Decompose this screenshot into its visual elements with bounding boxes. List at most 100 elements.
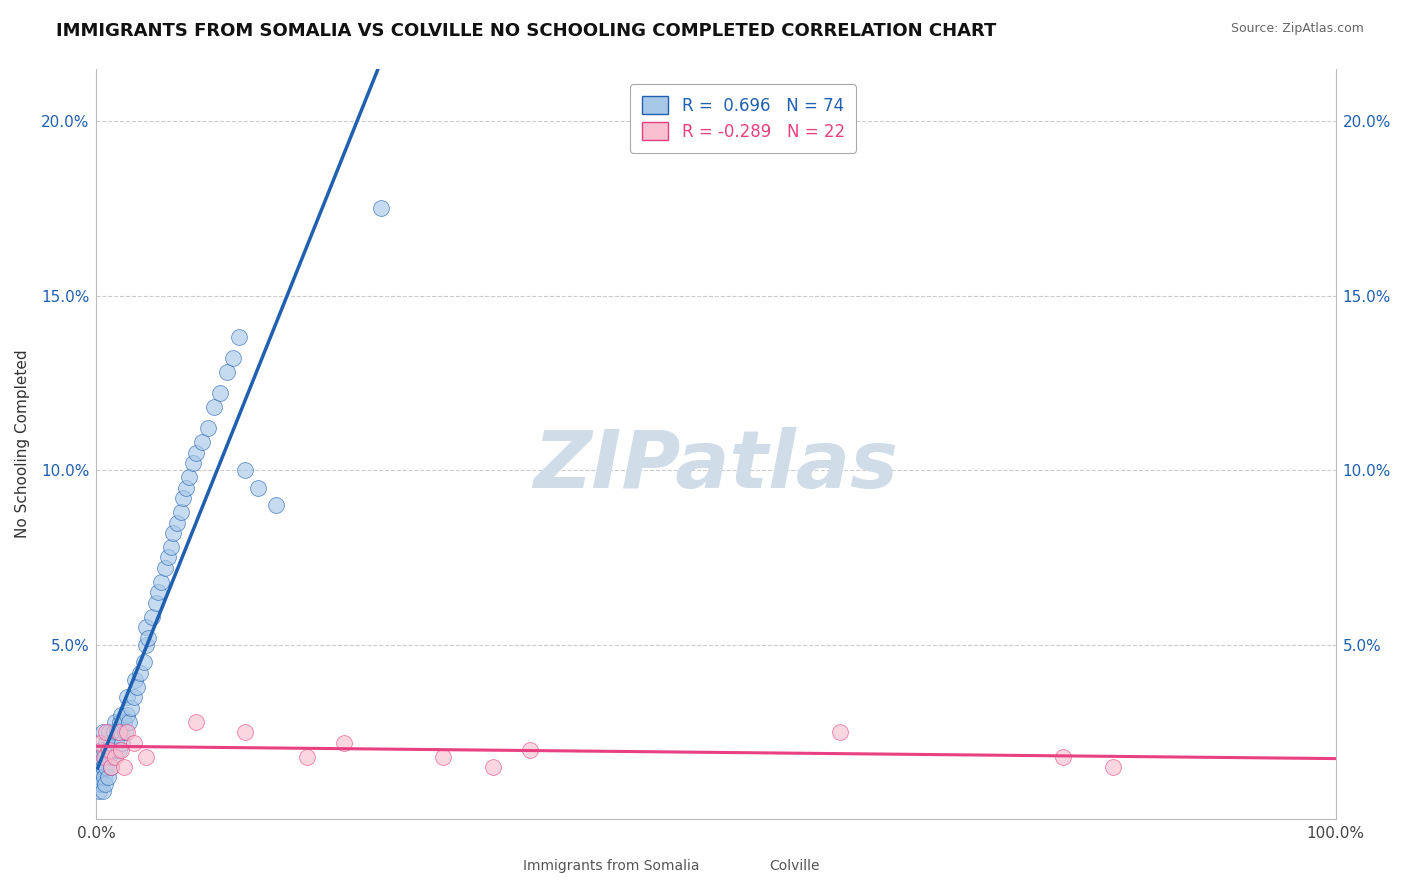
Point <box>94 777 117 791</box>
Point <box>100 760 122 774</box>
Point <box>162 526 184 541</box>
Point <box>97 725 120 739</box>
Point <box>135 749 157 764</box>
Point <box>114 725 136 739</box>
Point <box>89 749 111 764</box>
Point <box>482 760 505 774</box>
Point <box>118 714 141 729</box>
Point <box>104 749 127 764</box>
Point <box>135 638 157 652</box>
Point <box>233 463 256 477</box>
Legend: R =  0.696   N = 74, R = -0.289   N = 22: R = 0.696 N = 74, R = -0.289 N = 22 <box>630 85 856 153</box>
Point <box>86 777 108 791</box>
Point <box>141 610 163 624</box>
Point <box>197 421 219 435</box>
Point <box>91 760 114 774</box>
Point <box>104 742 127 756</box>
Point <box>111 735 134 749</box>
Point <box>432 749 454 764</box>
Point <box>124 673 146 687</box>
Point <box>97 771 120 785</box>
Point <box>90 777 112 791</box>
Point <box>135 620 157 634</box>
Text: Immigrants from Somalia: Immigrants from Somalia <box>523 859 700 872</box>
Point <box>246 481 269 495</box>
Point <box>122 690 145 705</box>
Point <box>127 680 149 694</box>
Point <box>107 725 129 739</box>
Point <box>149 574 172 589</box>
Point <box>103 725 125 739</box>
Text: Colville: Colville <box>769 859 820 872</box>
Point <box>128 665 150 680</box>
Point <box>96 735 118 749</box>
Point <box>101 749 124 764</box>
Point <box>96 725 118 739</box>
Point <box>181 456 204 470</box>
Text: IMMIGRANTS FROM SOMALIA VS COLVILLE NO SCHOOLING COMPLETED CORRELATION CHART: IMMIGRANTS FROM SOMALIA VS COLVILLE NO S… <box>56 22 997 40</box>
Point <box>117 690 139 705</box>
Point <box>215 365 238 379</box>
Point <box>91 784 114 798</box>
Point <box>117 707 139 722</box>
Point <box>110 707 132 722</box>
Point <box>107 742 129 756</box>
Point <box>122 735 145 749</box>
Point <box>148 585 170 599</box>
Point <box>89 771 111 785</box>
Point <box>93 771 115 785</box>
Point <box>172 491 194 505</box>
Point <box>202 401 225 415</box>
Point <box>98 742 121 756</box>
Point <box>112 760 135 774</box>
Point <box>104 714 127 729</box>
Point <box>97 742 120 756</box>
Point <box>91 725 114 739</box>
Text: Source: ZipAtlas.com: Source: ZipAtlas.com <box>1230 22 1364 36</box>
Point <box>157 550 180 565</box>
Point <box>828 725 851 739</box>
Point <box>87 784 110 798</box>
Point <box>184 445 207 459</box>
Point <box>110 742 132 756</box>
Point <box>105 735 128 749</box>
Point <box>1052 749 1074 764</box>
Text: ZIPatlas: ZIPatlas <box>533 427 898 506</box>
Point <box>166 516 188 530</box>
Point <box>519 742 541 756</box>
Point <box>228 330 250 344</box>
Point <box>94 749 117 764</box>
Point <box>184 714 207 729</box>
Point <box>87 760 110 774</box>
Point <box>108 714 131 729</box>
Point <box>170 505 193 519</box>
Point <box>222 351 245 366</box>
Point <box>295 749 318 764</box>
Point <box>97 749 120 764</box>
Point <box>97 742 120 756</box>
Point <box>138 631 160 645</box>
Point <box>93 749 115 764</box>
Point <box>145 596 167 610</box>
Point <box>117 725 139 739</box>
Point <box>159 540 181 554</box>
Point <box>1101 760 1123 774</box>
Point <box>370 201 392 215</box>
Point <box>174 481 197 495</box>
Point <box>100 760 122 774</box>
Point <box>191 435 214 450</box>
Point <box>90 742 112 756</box>
Y-axis label: No Schooling Completed: No Schooling Completed <box>15 350 30 538</box>
Point <box>100 735 122 749</box>
Point <box>120 700 142 714</box>
Point <box>209 386 232 401</box>
Point <box>264 498 287 512</box>
Point <box>93 742 115 756</box>
Point <box>107 725 129 739</box>
Point <box>233 725 256 739</box>
Point <box>112 714 135 729</box>
Point <box>179 470 201 484</box>
Point <box>89 735 111 749</box>
Point <box>110 725 132 739</box>
Point <box>96 760 118 774</box>
